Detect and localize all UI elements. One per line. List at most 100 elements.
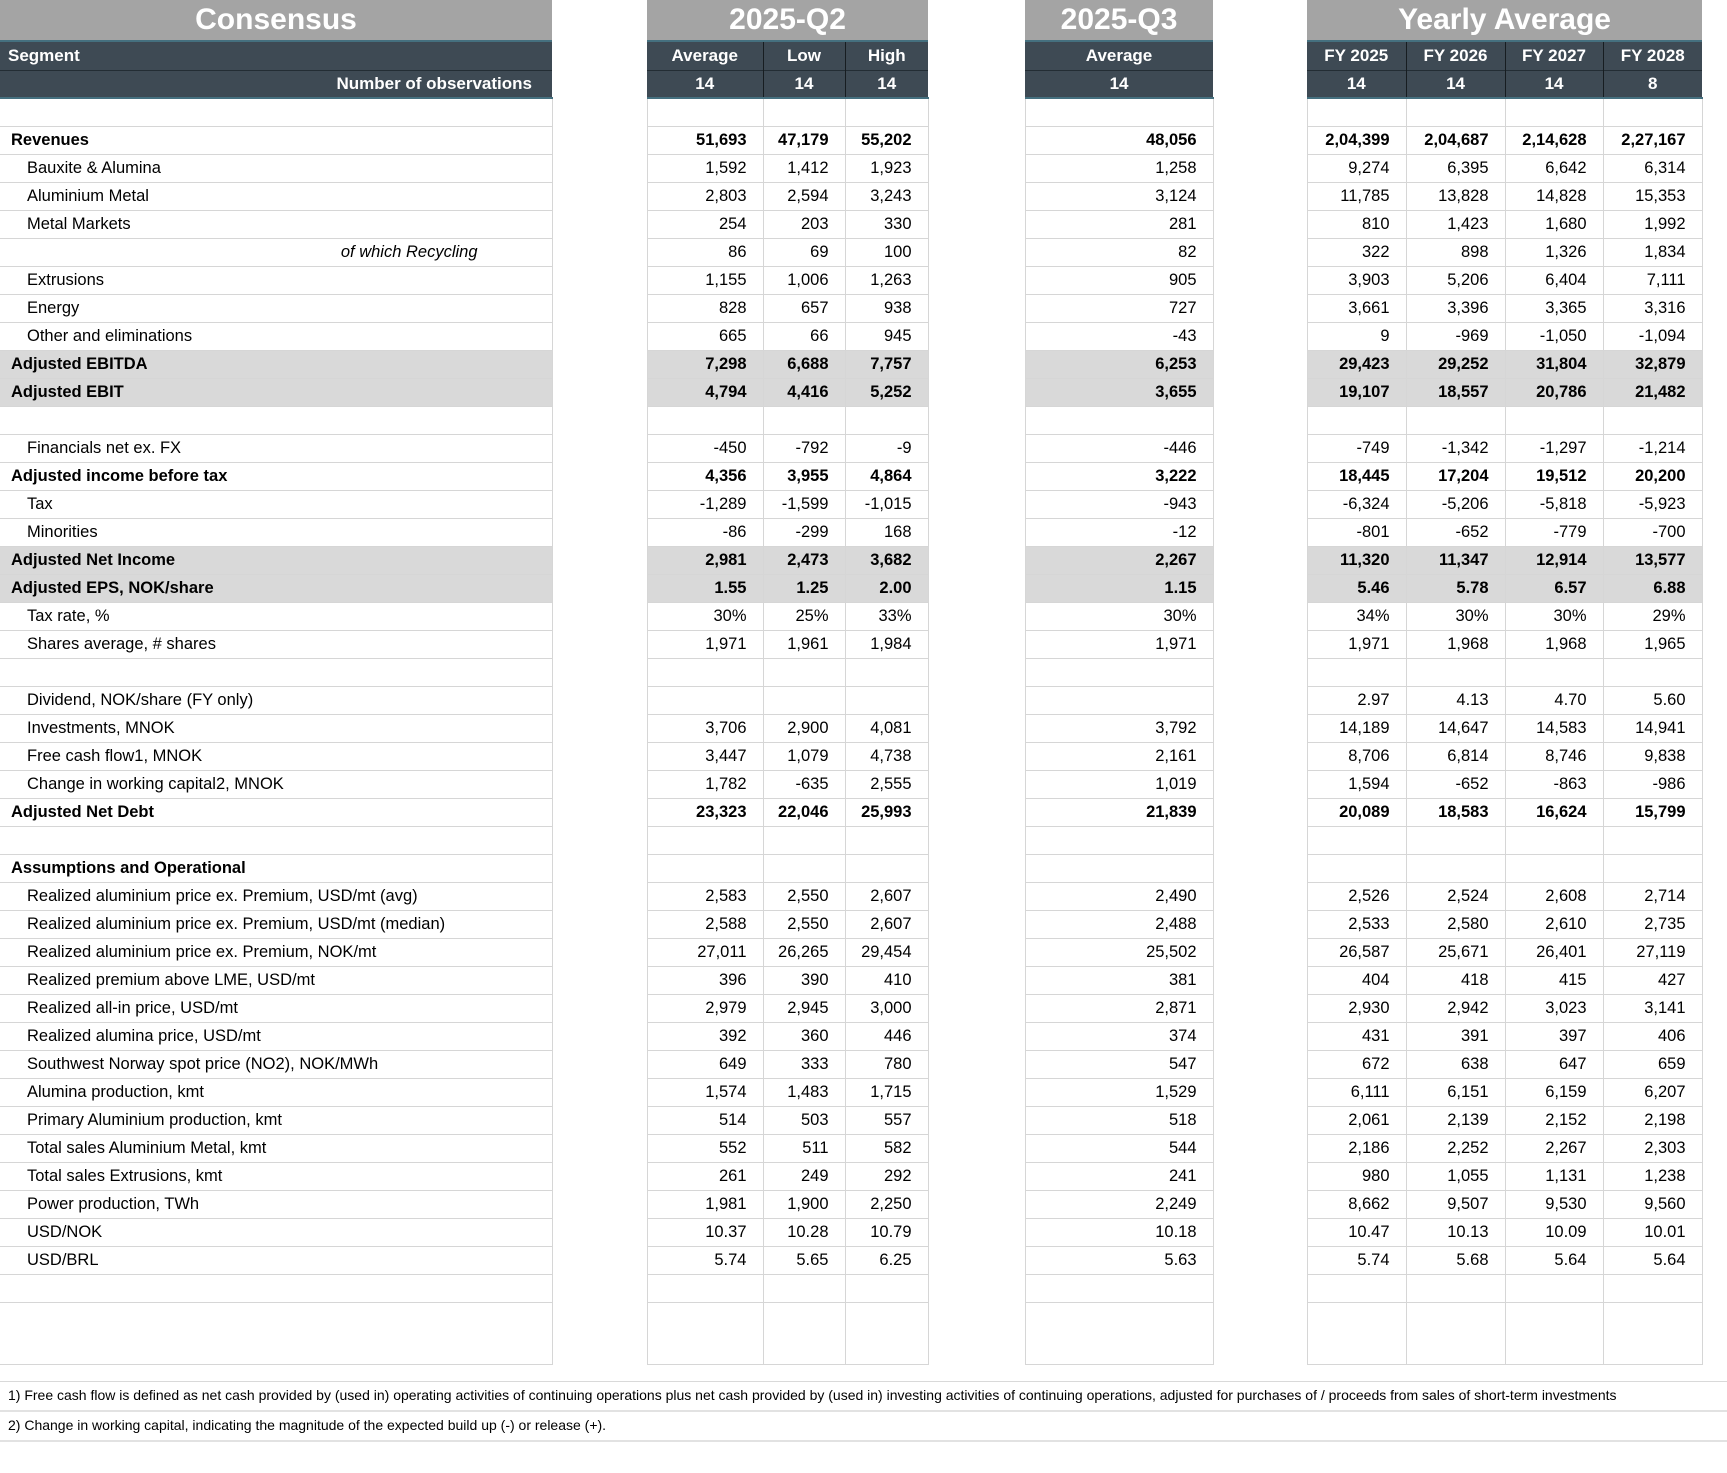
cell-fy2027: [1504, 406, 1604, 435]
segment-header: Segment: [0, 40, 552, 70]
fy2028-observations: 8: [1602, 69, 1703, 99]
cell-fy2027: 4.70: [1504, 686, 1604, 715]
gap-cell: [552, 350, 647, 378]
table-row: Alumina production, kmt 1,574 1,483 1,715 1,…: [0, 1078, 1727, 1107]
gap-cell: [552, 798, 647, 826]
cell-fy2027: 397: [1504, 1022, 1604, 1051]
cell-q2-low: -299: [762, 518, 846, 547]
spacer-row: [0, 826, 1727, 855]
table-row: Southwest Norway spot price (NO2), NOK/M…: [0, 1050, 1727, 1079]
cell-q2-high: 6.25: [844, 1246, 929, 1275]
table-row: Realized aluminium price ex. Premium, US…: [0, 910, 1727, 939]
cell-q2-low: [762, 826, 846, 855]
cell-fy2027: 9,530: [1504, 1190, 1604, 1219]
cell-q2-average: [646, 1302, 764, 1365]
cell-q2-high: 582: [844, 1134, 929, 1163]
cell-q2-average: -1,289: [646, 490, 764, 519]
gap-cell: [928, 574, 1026, 602]
table-row: Adjusted EBITDA 7,298 6,688 7,757 6,253 29,42…: [0, 350, 1727, 379]
cell-q2-low: 66: [762, 322, 846, 351]
fy2025-observations: 14: [1307, 69, 1407, 99]
cell-q2-low: 5.65: [762, 1246, 846, 1275]
cell-fy2028: 3,316: [1602, 294, 1703, 323]
cell-q2-average: 4,356: [646, 462, 764, 491]
cell-q3-average: 905: [1024, 266, 1214, 295]
cell-fy2026: 17,204: [1405, 462, 1506, 491]
row-label-cell: Total sales Extrusions, kmt: [0, 1162, 553, 1191]
cell-q2-high: 1,263: [844, 266, 929, 295]
row-label-cell: Adjusted Net Debt: [0, 798, 553, 827]
row-label-cell: [0, 826, 553, 855]
cell-fy2027: 1,680: [1504, 210, 1604, 239]
gap-cell: [552, 518, 647, 546]
gap-cell: [928, 378, 1026, 406]
gap-cell: [552, 742, 647, 770]
cell-fy2026: -652: [1405, 770, 1506, 799]
table-row: Minorities -86 -299 168 -12 -801 -652 -779 -700: [0, 518, 1727, 547]
cell-fy2028: 2,735: [1602, 910, 1703, 939]
gap-cell: [552, 98, 647, 126]
table-row: Tax -1,289 -1,599 -1,015 -943 -6,324 -5,206 -5,…: [0, 490, 1727, 519]
cell-fy2026: [1405, 826, 1506, 855]
cell-fy2026: 14,647: [1405, 714, 1506, 743]
cell-q2-low: 22,046: [762, 798, 846, 827]
margin-cell: [1702, 630, 1727, 658]
cell-q2-low: -635: [762, 770, 846, 799]
margin-cell: [1702, 574, 1727, 602]
cell-fy2027: 647: [1504, 1050, 1604, 1079]
gap-cell: [1213, 182, 1308, 210]
cell-fy2027: 1,968: [1504, 630, 1604, 659]
gap-cell: [928, 882, 1026, 910]
cell-q2-low: 1,483: [762, 1078, 846, 1107]
cell-q2-high: 2,555: [844, 770, 929, 799]
row-label-cell: Tax: [0, 490, 553, 519]
cell-fy2026: 1,968: [1405, 630, 1506, 659]
cell-q2-high: [844, 1302, 929, 1365]
cell-fy2028: 2,27,167: [1602, 126, 1703, 155]
cell-fy2025: 29,423: [1306, 350, 1407, 379]
cell-q2-average: 27,011: [646, 938, 764, 967]
cell-q2-low: 69: [762, 238, 846, 267]
gap-cell: [928, 966, 1026, 994]
cell-fy2025: -749: [1306, 434, 1407, 463]
gap-cell: [1213, 210, 1308, 238]
cell-fy2028: 15,353: [1602, 182, 1703, 211]
cell-fy2028: 6,207: [1602, 1078, 1703, 1107]
margin-cell: [1702, 686, 1727, 714]
q2-band-title: 2025-Q2: [647, 0, 929, 41]
cell-fy2028: -986: [1602, 770, 1703, 799]
cell-fy2025: -801: [1306, 518, 1407, 547]
margin-cell: [1702, 154, 1727, 182]
cell-q3-average: 727: [1024, 294, 1214, 323]
cell-fy2025: 9,274: [1306, 154, 1407, 183]
footnote-free-cash-flow: 1) Free cash flow is defined as net cash…: [0, 1382, 1727, 1412]
cell-q3-average: 544: [1024, 1134, 1214, 1163]
cell-q3-average: -943: [1024, 490, 1214, 519]
gap-cell: [552, 322, 647, 350]
cell-q3-average: [1024, 406, 1214, 435]
cell-q2-high: 29,454: [844, 938, 929, 967]
table-row: Adjusted income before tax 4,356 3,955 4,86…: [0, 462, 1727, 491]
gap-cell: [1213, 994, 1308, 1022]
cell-q2-average: -450: [646, 434, 764, 463]
cell-q2-high: 5,252: [844, 378, 929, 407]
gap-cell: [928, 994, 1026, 1022]
cell-fy2028: 2,714: [1602, 882, 1703, 911]
cell-q2-high: 3,243: [844, 182, 929, 211]
row-label-cell: [0, 1302, 553, 1365]
margin-cell: [1702, 910, 1727, 938]
cell-fy2027: 2,14,628: [1504, 126, 1604, 155]
gap-cell: [1213, 1078, 1308, 1106]
cell-fy2028: 6,314: [1602, 154, 1703, 183]
fy2027-observations: 14: [1504, 69, 1604, 99]
cell-fy2027: 20,786: [1504, 378, 1604, 407]
table-row: Assumptions and Operational: [0, 854, 1727, 883]
cell-fy2026: 1,423: [1405, 210, 1506, 239]
q2-high-header: High: [844, 40, 929, 70]
cell-q2-average: [646, 686, 764, 715]
gap-cell: [1213, 658, 1308, 686]
cell-q2-high: 10.79: [844, 1218, 929, 1247]
gap-cell: [552, 1162, 647, 1190]
cell-q2-average: 1,782: [646, 770, 764, 799]
cell-fy2025: [1306, 1302, 1407, 1365]
